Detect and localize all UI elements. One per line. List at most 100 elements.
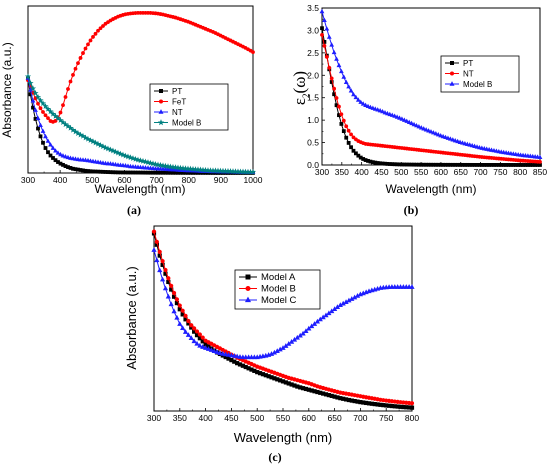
data-point	[95, 159, 101, 164]
data-point	[55, 150, 61, 155]
legend-item: NT	[154, 108, 183, 117]
data-point	[406, 284, 412, 289]
data-point	[177, 303, 182, 308]
data-point	[70, 155, 76, 161]
data-point	[125, 163, 131, 168]
data-point	[354, 151, 358, 156]
data-point	[200, 335, 205, 340]
data-point	[397, 115, 402, 120]
legend-item: PT	[445, 59, 473, 68]
data-point	[457, 139, 463, 144]
data-point	[192, 326, 197, 331]
data-point	[411, 121, 417, 127]
data-point	[349, 145, 353, 150]
data-point	[63, 154, 68, 159]
x-tick-label: 700	[473, 167, 487, 177]
data-point	[314, 318, 321, 324]
data-point	[82, 134, 89, 141]
data-point	[450, 137, 456, 142]
legend-label: Model B	[463, 80, 492, 89]
data-point	[433, 131, 439, 136]
x-tick-label: 550	[276, 413, 290, 423]
data-point	[380, 108, 385, 114]
data-point	[67, 124, 74, 131]
data-point	[46, 116, 50, 121]
data-point	[303, 328, 309, 334]
legend-marker	[244, 296, 252, 303]
data-point	[248, 354, 255, 360]
legend-label: Model A	[261, 272, 296, 283]
data-point	[35, 115, 41, 120]
data-point	[392, 284, 398, 289]
data-point	[338, 68, 344, 74]
data-point	[119, 151, 127, 158]
data-point	[311, 321, 318, 326]
series-model-b	[24, 73, 257, 175]
data-point	[163, 267, 168, 273]
data-point	[143, 165, 148, 170]
data-point	[168, 301, 174, 307]
y-tick-label: 2.0	[307, 70, 319, 80]
data-point	[33, 107, 38, 112]
data-point	[52, 112, 59, 119]
data-point	[89, 138, 97, 145]
data-point	[535, 154, 540, 159]
data-point	[440, 133, 446, 139]
data-point	[494, 148, 499, 153]
data-point	[65, 154, 71, 160]
data-point	[188, 335, 194, 341]
data-point	[397, 284, 404, 289]
legend-label: PT	[172, 87, 182, 96]
data-point	[60, 153, 66, 158]
data-point	[110, 161, 116, 166]
data-point	[404, 118, 410, 123]
y-tick-label: 3.5	[307, 3, 319, 13]
panel-label: (a)	[127, 203, 141, 217]
data-point	[47, 108, 54, 115]
legend-marker	[159, 89, 163, 93]
data-point	[135, 164, 141, 169]
y-tick-label: 3.0	[307, 25, 319, 35]
series-model-a	[151, 231, 415, 410]
data-point	[160, 166, 166, 171]
data-point	[481, 145, 487, 151]
data-point	[341, 74, 347, 79]
data-point	[306, 325, 312, 331]
x-tick-label: 400	[355, 167, 369, 177]
data-point	[409, 401, 415, 406]
data-point	[78, 157, 83, 162]
data-point	[59, 119, 67, 125]
data-point	[460, 140, 465, 145]
data-point	[403, 284, 409, 289]
data-point	[45, 138, 51, 143]
data-point	[49, 110, 57, 117]
data-point	[479, 145, 485, 150]
panel-label: (c)	[268, 450, 281, 464]
data-point	[401, 117, 407, 122]
data-point	[50, 145, 56, 150]
x-tick-label: 400	[199, 413, 213, 423]
data-point	[223, 351, 229, 357]
x-axis-title: Wavelength (nm)	[95, 182, 186, 196]
data-point	[435, 132, 441, 137]
data-point	[491, 147, 497, 153]
legend-item: FeT	[154, 98, 186, 107]
data-point	[518, 152, 524, 157]
data-point	[77, 131, 84, 138]
legend-label: FeT	[172, 98, 186, 107]
legend-label: Model C	[261, 295, 297, 306]
data-point	[99, 143, 107, 150]
data-point	[515, 152, 521, 157]
data-point	[327, 65, 332, 70]
legend-marker	[245, 286, 251, 291]
data-point	[322, 43, 327, 48]
data-point	[472, 143, 477, 148]
data-point	[365, 103, 371, 109]
data-point	[100, 160, 106, 165]
data-point	[197, 332, 202, 337]
data-point	[334, 56, 339, 61]
data-point	[414, 122, 419, 128]
data-point	[538, 163, 542, 167]
data-point	[112, 148, 119, 155]
